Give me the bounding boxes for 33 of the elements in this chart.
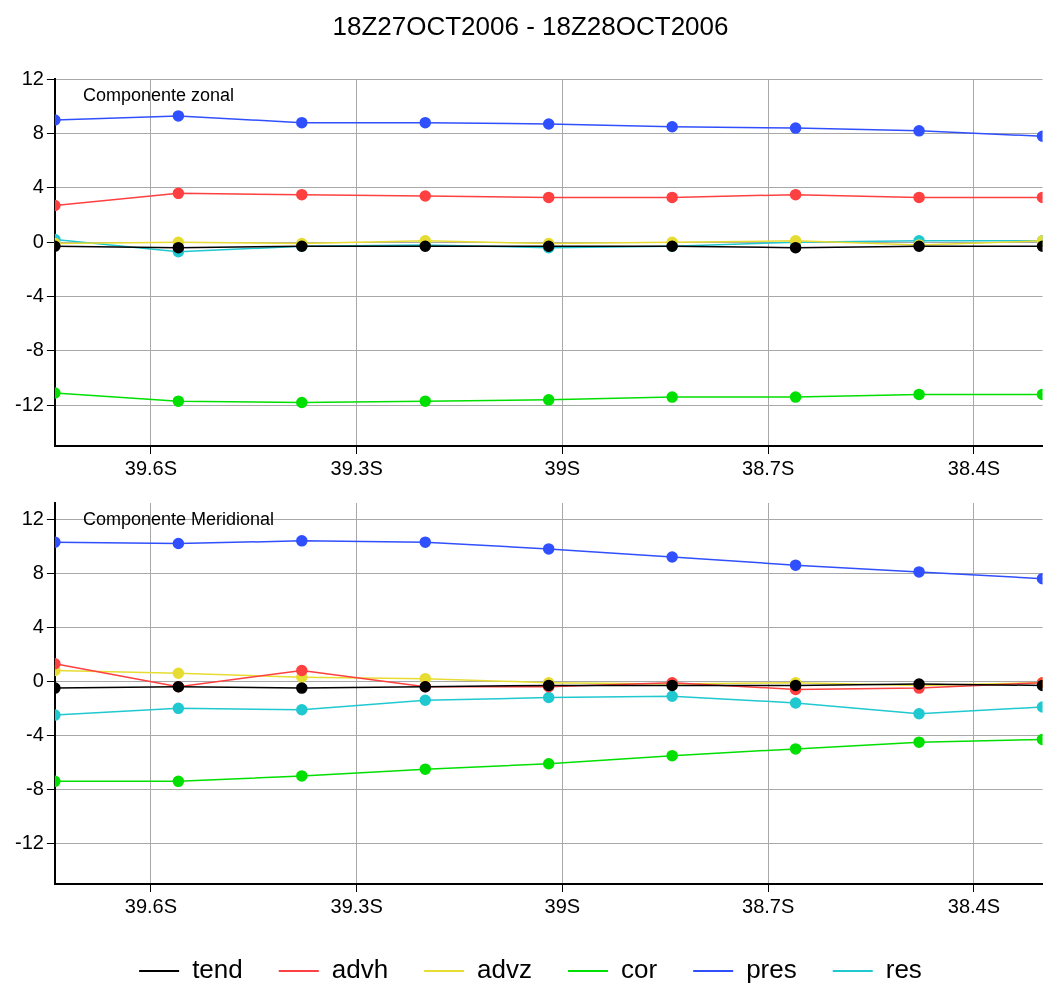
legend-label: pres xyxy=(746,954,797,985)
x-tick-label: 38.7S xyxy=(742,456,795,479)
x-tick-label: 39S xyxy=(544,894,581,917)
legend-label: advh xyxy=(331,954,389,985)
y-tick-label: 0 xyxy=(32,229,44,252)
y-tick-label: 8 xyxy=(32,121,44,144)
x-tick-label: 38.4S xyxy=(947,894,1001,917)
x-tick-label: 39.3S xyxy=(330,894,383,917)
y-tick-label: -12 xyxy=(15,830,44,853)
legend-label: tend xyxy=(192,954,243,985)
annotation: Componente zonal xyxy=(82,85,235,106)
x-tick-label: 38.7S xyxy=(742,894,795,917)
y-tick-label: -4 xyxy=(26,284,44,307)
x-tick-label: 39.3S xyxy=(330,456,383,479)
y-tick-label: -8 xyxy=(26,776,44,799)
y-tick-label: -4 xyxy=(26,722,44,745)
y-tick-label: 4 xyxy=(32,175,44,198)
y-tick-label: 0 xyxy=(32,668,44,691)
x-tick-label: 39.6S xyxy=(124,894,178,917)
y-tick-label: 4 xyxy=(32,614,44,637)
chart-title: 18Z27OCT2006 - 18Z28OCT2006 xyxy=(332,10,729,41)
y-tick-label: -8 xyxy=(26,338,44,361)
annotation: Componente Meridional xyxy=(82,508,275,529)
y-tick-label: 12 xyxy=(21,506,44,529)
legend-label: res xyxy=(885,954,922,985)
y-tick-label: 8 xyxy=(32,560,44,583)
x-tick-label: 38.4S xyxy=(947,456,1001,479)
x-tick-label: 39S xyxy=(544,456,581,479)
y-tick-label: -12 xyxy=(15,392,44,415)
y-tick-label: 12 xyxy=(21,66,44,89)
legend-label: cor xyxy=(621,954,658,985)
x-tick-label: 39.6S xyxy=(124,456,178,479)
legend-label: advz xyxy=(477,954,533,985)
